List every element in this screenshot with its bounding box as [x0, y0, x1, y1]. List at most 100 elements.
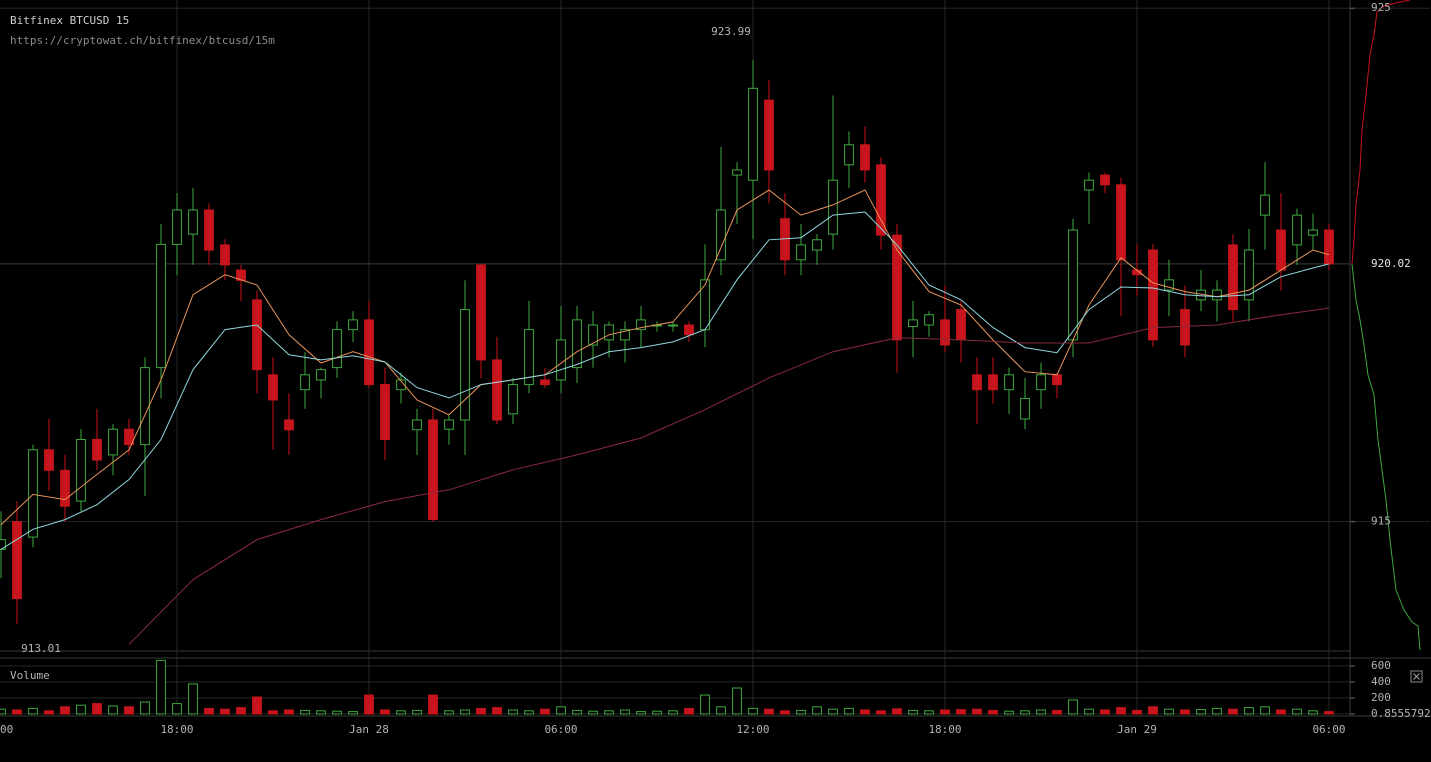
candle-body [316, 369, 326, 381]
candle-body [876, 164, 886, 236]
chart-title: Bitfinex BTCUSD 15 [10, 14, 129, 27]
volume-bar [1324, 711, 1334, 715]
volume-bar [92, 703, 102, 715]
depth-asks [1351, 0, 1411, 265]
x-tick-label: 18:00 [160, 723, 193, 736]
moving-average [128, 307, 1330, 645]
candle-body [220, 244, 230, 266]
x-tick-label: 06:00 [1312, 723, 1345, 736]
volume-bar [1036, 709, 1046, 715]
candle-body [1180, 309, 1190, 346]
volume-bar [44, 710, 54, 715]
volume-bar [1116, 707, 1126, 715]
volume-bar [812, 706, 822, 715]
candle-body [588, 324, 598, 346]
candle-body [1276, 229, 1286, 271]
volume-bar [28, 707, 38, 715]
candle-body [1308, 229, 1318, 236]
y-tick-label: 200 [1371, 691, 1391, 704]
volume-bar [76, 704, 86, 715]
volume-bar [412, 709, 422, 715]
x-tick-label: Jan 28 [349, 723, 389, 736]
last-price-label: 920.02 [1371, 257, 1411, 270]
volume-bar [636, 711, 646, 715]
candle-body [1324, 229, 1334, 265]
moving-average [0, 211, 1330, 550]
volume-bar [316, 710, 326, 715]
volume-bar [1308, 710, 1318, 715]
volume-bar [12, 709, 22, 715]
volume-bar [716, 706, 726, 715]
volume-bar [860, 709, 870, 715]
candle-body [940, 319, 950, 346]
candle-body [396, 379, 406, 391]
volume-bar [732, 687, 742, 715]
grid [0, 0, 1430, 715]
candle-body [284, 419, 294, 431]
volume-bar [268, 710, 278, 715]
depth-bids [1351, 263, 1421, 651]
volume-bar [588, 710, 598, 715]
candle-body [108, 428, 118, 456]
candle-body [604, 324, 614, 341]
volume-bar [1180, 709, 1190, 715]
candle-body [988, 374, 998, 391]
volume-bar [396, 710, 406, 715]
volume-bar [652, 710, 662, 715]
volume-bar [892, 708, 902, 715]
volume-bar [428, 694, 438, 715]
y-tick-label: 0.8555792 [1371, 707, 1431, 720]
volume-bar [908, 709, 918, 715]
volume-bar [1132, 709, 1142, 715]
candle-body [444, 419, 454, 430]
candle-body [300, 374, 310, 391]
volume-bar [1228, 708, 1238, 715]
candle-body [716, 209, 726, 261]
volume-bar [524, 710, 534, 715]
candle-body [476, 264, 486, 361]
candle-body [1004, 374, 1014, 391]
candle-body [12, 521, 22, 600]
candle-body [1036, 374, 1046, 391]
volume-bar [444, 710, 454, 715]
candle-body [1084, 179, 1094, 191]
x-tick-label: 06:00 [544, 723, 577, 736]
candle-body [460, 309, 470, 421]
y-tick-label: 400 [1371, 675, 1391, 688]
y-tick-label: 925 [1371, 1, 1391, 14]
volume-bar [60, 706, 70, 715]
volume-bar [1196, 709, 1206, 715]
candle-body [764, 99, 774, 171]
volume-bar [252, 696, 262, 715]
icon-cross[interactable] [1413, 673, 1420, 680]
volume-bar [540, 708, 550, 715]
candle-body [732, 169, 742, 176]
close-volume-icon[interactable] [1410, 670, 1423, 683]
volume-bar [828, 708, 838, 715]
volume-bar [284, 709, 294, 715]
icon-box[interactable] [1410, 670, 1423, 683]
candle-body [540, 379, 550, 386]
volume-bar [700, 694, 710, 715]
candle-body [28, 449, 38, 538]
y-tick-label: 915 [1371, 515, 1391, 528]
volume-bar [188, 683, 198, 715]
candle-body [60, 469, 70, 507]
candle-body [380, 384, 390, 440]
volume-bar [1052, 709, 1062, 715]
y-tick-label: 600 [1371, 659, 1391, 672]
volume-bar [1244, 707, 1254, 715]
volume-bar [124, 706, 134, 715]
candle-body [924, 314, 934, 326]
candle-body [860, 144, 870, 171]
volume-bar [364, 694, 374, 715]
candle-body [972, 374, 982, 391]
candle-body [508, 384, 518, 415]
candle-body [572, 319, 582, 369]
volume-bar [1100, 709, 1110, 715]
volume-bar [764, 708, 774, 715]
candle-body [92, 438, 102, 461]
candle-body [1292, 214, 1302, 246]
candle-body [812, 239, 822, 251]
volume-bar [0, 708, 6, 715]
